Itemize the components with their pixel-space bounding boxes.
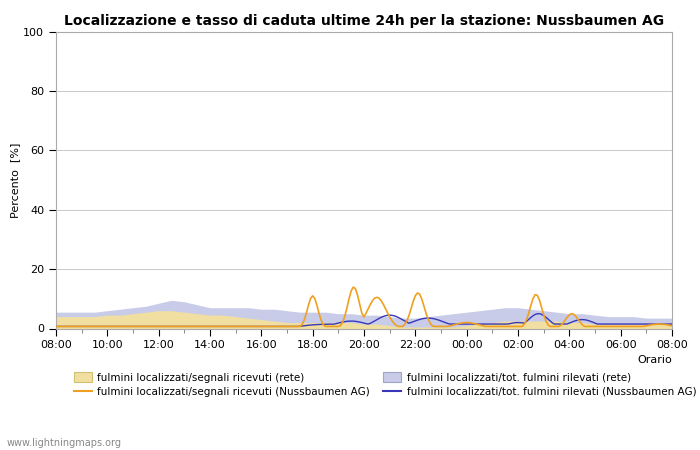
Text: Orario: Orario	[637, 355, 672, 365]
Y-axis label: Percento  [%]: Percento [%]	[10, 142, 20, 218]
Text: www.lightningmaps.org: www.lightningmaps.org	[7, 438, 122, 448]
Legend: fulmini localizzati/segnali ricevuti (rete), fulmini localizzati/segnali ricevut: fulmini localizzati/segnali ricevuti (re…	[74, 372, 696, 397]
Title: Localizzazione e tasso di caduta ultime 24h per la stazione: Nussbaumen AG: Localizzazione e tasso di caduta ultime …	[64, 14, 664, 27]
